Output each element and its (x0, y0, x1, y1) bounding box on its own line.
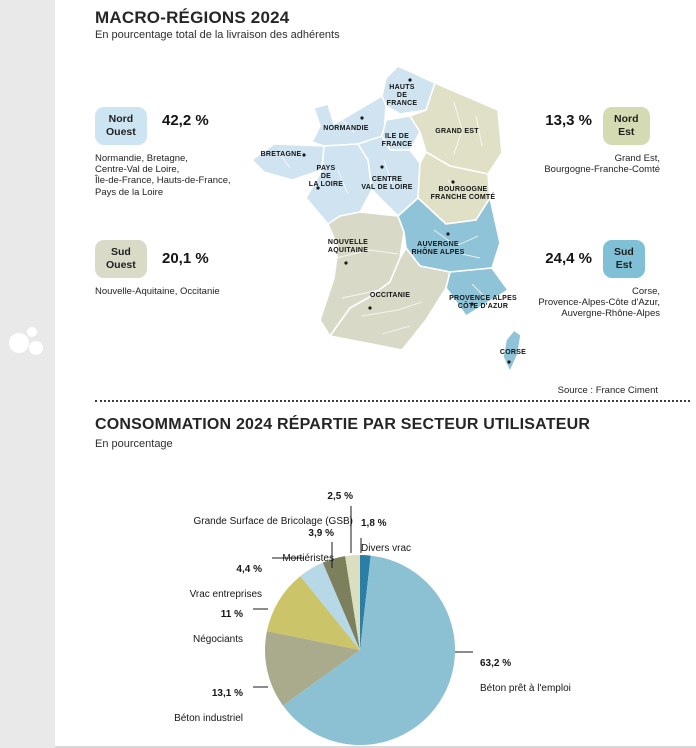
value-sud-est: 24,4 % (545, 250, 592, 267)
pie-label-negociants: 11 % Négociants (193, 596, 243, 659)
pie-slice-5 (322, 556, 360, 650)
pie-name-beton-industriel: Béton industriel (174, 712, 243, 724)
map-label-hauts-de-france: HAUTS DE FRANCE (386, 84, 418, 108)
pie-label-mortieristes: 3,9 % Mortiéristes (282, 515, 334, 578)
pie-label-divers-vrac: 1,8 % Divers vrac (361, 505, 411, 568)
consumption-pie-chart (253, 506, 473, 746)
section2-title: CONSOMMATION 2024 RÉPARTIE PAR SECTEUR U… (95, 416, 591, 433)
map-label-ile-de-france: ILE DE FRANCE (381, 133, 413, 149)
badge-sud-ouest: Sud Ouest (95, 240, 147, 279)
map-region-provence-alpes-cote-d-azur (445, 267, 509, 317)
badge-nord-ouest: Nord Ouest (95, 107, 147, 146)
map-region-occitanie (329, 247, 451, 351)
pie-name-gsb: Grande Surface de Bricolage (GSB) (193, 515, 353, 527)
badge-nord-est: Nord Est (603, 107, 650, 146)
section1-title: MACRO-RÉGIONS 2024 (95, 8, 290, 27)
regions-nord-est: Grand Est, Bourgogne-Franche-Comté (544, 153, 660, 176)
pie-slice-6 (345, 555, 360, 650)
map-label-corse: CORSE (499, 349, 527, 356)
france-map (251, 65, 522, 373)
map-region-normandie (311, 95, 387, 147)
pie-slice-0 (360, 555, 371, 650)
pie-name-beton-pret-a-l-emploi: Béton prêt à l'emploi (480, 682, 571, 694)
pie-slice-1 (282, 555, 456, 746)
value-sud-ouest: 20,1 % (162, 250, 209, 267)
section1-subtitle: En pourcentage total de la livraison des… (95, 29, 340, 41)
pie-slice-2 (265, 631, 360, 706)
value-nord-ouest: 42,2 % (162, 112, 209, 129)
regions-nord-ouest: Normandie, Bretagne, Centre-Val de Loire… (95, 153, 231, 198)
pie-value-gsb: 2,5 % (327, 490, 353, 502)
source-note: Source : France Ciment (557, 385, 658, 396)
value-nord-est: 13,3 % (545, 112, 592, 129)
pie-name-vrac-entreprises: Vrac entreprises (189, 588, 262, 600)
pie-label-gsb: 2,5 % Grande Surface de Bricolage (GSB) (193, 478, 353, 541)
circles-logo-icon (9, 327, 43, 355)
map-label-pays-de-la-loire: PAYS DE LA LOIRE (308, 165, 344, 189)
map-label-bretagne: BRETAGNE (260, 151, 302, 158)
leader-lines (253, 506, 473, 688)
bottom-divider (55, 746, 696, 748)
pie-name-mortieristes: Mortiéristes (282, 552, 334, 564)
pie-label-beton-industriel: 13,1 % Béton industriel (174, 675, 243, 738)
badge-sud-est: Sud Est (603, 240, 645, 279)
pie-slice-4 (300, 562, 360, 650)
regions-sud-est: Corse, Provence-Alpes-Côte d'Azur, Auver… (538, 286, 660, 320)
pie-label-vrac-entreprises: 4,4 % Vrac entreprises (190, 551, 262, 614)
map-label-auvergne-rhone-alpes: AUVERGNE RHÔNE ALPES (411, 241, 465, 257)
regions-sud-ouest: Nouvelle-Aquitaine, Occitanie (95, 286, 220, 297)
pie-name-divers-vrac: Divers vrac (361, 542, 412, 554)
left-side-strip (0, 0, 55, 748)
pie-name-negociants: Négociants (192, 633, 243, 645)
pie-value-mortieristes: 3,9 % (308, 527, 334, 539)
pie-value-beton-industriel: 13,1 % (211, 687, 243, 699)
pie-value-divers-vrac: 1,8 % (361, 517, 387, 529)
pie-value-beton-pret-a-l-emploi: 63,2 % (480, 657, 512, 669)
map-label-nouvelle-aquitaine: NOUVELLE AQUITAINE (327, 239, 369, 255)
department-borders (279, 85, 487, 335)
map-label-bourgogne-franche-comte: BOURGOGNE FRANCHE COMTÉ (430, 186, 496, 202)
pie-slices (265, 555, 456, 746)
map-label-normandie: NORMANDIE (323, 125, 369, 132)
pie-value-vrac-entreprises: 4,4 % (236, 563, 262, 575)
map-label-centre-val-de-loire: CENTRE VAL DE LOIRE (361, 176, 413, 192)
section2-subtitle: En pourcentage (95, 438, 173, 450)
map-label-grand-est: GRAND EST (435, 128, 479, 135)
dotted-divider (95, 400, 690, 402)
pie-slice-3 (266, 576, 360, 650)
map-label-occitanie: OCCITANIE (369, 292, 411, 299)
pie-label-beton-pret-a-l-emploi: 63,2 % Béton prêt à l'emploi (480, 645, 571, 708)
pie-value-negociants: 11 % (220, 608, 243, 620)
map-label-provence-alpes-cote-d-azur: PROVENCE ALPES CÔTE D'AZUR (449, 295, 517, 311)
prefecture-dots (302, 78, 511, 364)
